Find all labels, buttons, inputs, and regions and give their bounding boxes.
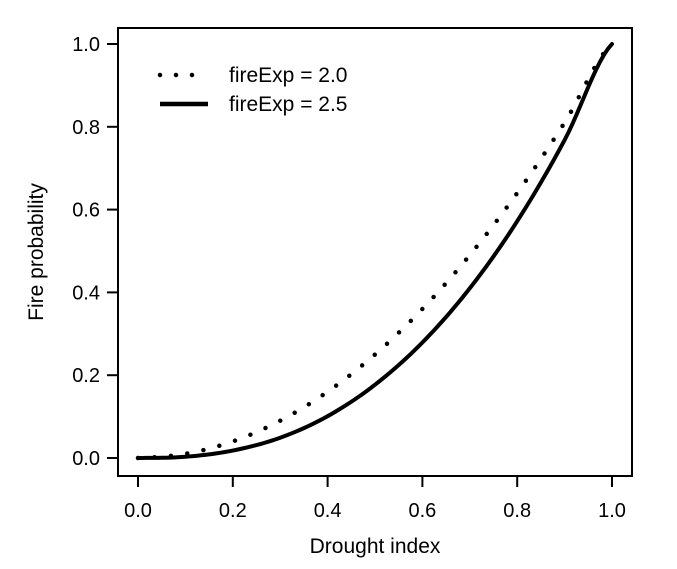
plot-frame (117, 27, 633, 477)
legend-label-2: fireExp = 2.5 (229, 93, 347, 116)
y-tick-label: 0.0 (72, 448, 100, 470)
x-tick-label: 0.4 (314, 500, 342, 522)
legend-label-1: fireExp = 2.0 (229, 64, 347, 87)
y-tick-label: 0.6 (72, 200, 100, 222)
x-tick-label: 0.6 (408, 500, 436, 522)
legend: fireExp = 2.0 fireExp = 2.5 (157, 64, 347, 116)
series-layer (135, 41, 615, 461)
x-tick-label: 0.8 (503, 500, 531, 522)
x-tick-label: 0.2 (219, 500, 247, 522)
y-tick-label: 1.0 (72, 34, 100, 56)
x-tick-label: 1.0 (598, 500, 626, 522)
series-line-2 (136, 42, 614, 460)
series-line-1 (135, 41, 615, 461)
y-axis: 0.0 0.2 0.4 0.6 0.8 1.0 (72, 34, 118, 470)
y-tick-label: 0.4 (72, 282, 100, 304)
x-axis-title: Drought index (310, 535, 441, 558)
y-tick-label: 0.2 (72, 365, 100, 387)
y-axis-title: Fire probability (25, 183, 48, 321)
x-tick-label: 0.0 (124, 500, 152, 522)
x-axis: 0.0 0.2 0.4 0.6 0.8 1.0 (124, 476, 626, 522)
y-tick-label: 0.8 (72, 117, 100, 139)
